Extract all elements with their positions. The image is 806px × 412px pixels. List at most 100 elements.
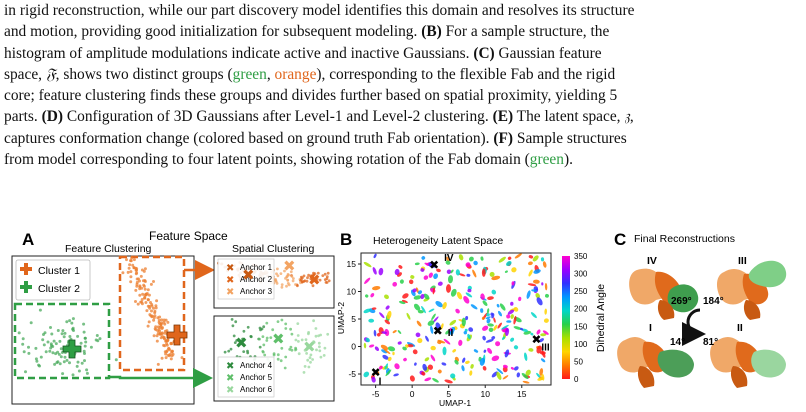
latent-point <box>421 305 426 314</box>
y-tick-label: 15 <box>347 259 357 269</box>
latent-point <box>487 296 494 300</box>
feature-point <box>27 351 31 355</box>
latent-point <box>483 349 487 353</box>
feature-point <box>142 269 146 273</box>
anchor-4-icon: ✖ <box>226 361 234 372</box>
latent-point <box>372 286 381 291</box>
spatial-point <box>313 279 317 283</box>
latent-point <box>513 366 519 371</box>
spatial-point <box>274 279 277 283</box>
feature-space-title: Feature Space <box>149 229 228 243</box>
feature-point <box>162 318 166 322</box>
latent-point <box>445 284 452 293</box>
spatial-point <box>296 322 300 325</box>
spatial-point <box>287 283 291 287</box>
latent-point <box>539 338 544 343</box>
latent-point <box>468 256 474 262</box>
latent-point <box>493 324 498 331</box>
latent-point <box>511 267 517 273</box>
feature-point <box>68 335 72 338</box>
spatial-point <box>318 349 322 353</box>
latent-point <box>510 301 514 306</box>
feature-point <box>98 337 102 341</box>
latent-point <box>412 288 417 293</box>
latent-point <box>427 320 435 326</box>
anchor-3-marker: ✖ <box>283 258 296 275</box>
latent-point <box>458 273 466 277</box>
spatial-point <box>318 278 322 282</box>
spatial-point <box>307 273 310 277</box>
feature-point <box>132 266 136 270</box>
feature-point <box>141 292 145 296</box>
latent-point <box>414 362 417 366</box>
latent-point <box>379 312 385 319</box>
latent-point <box>447 275 454 284</box>
anchor-5-icon: ✖ <box>226 373 234 384</box>
anchor-1-label: Anchor 1 <box>240 263 273 272</box>
latent-point <box>440 323 444 330</box>
latent-point <box>491 336 496 340</box>
feature-point <box>145 309 149 313</box>
spatial-point <box>308 356 312 360</box>
feature-point <box>50 332 54 336</box>
spatial-point <box>246 349 249 353</box>
feature-point <box>136 302 140 306</box>
figure-caption: in rigid reconstruction, while our part … <box>4 0 802 170</box>
feature-point <box>146 324 150 328</box>
feature-point <box>55 361 59 365</box>
spatial-point <box>290 275 294 278</box>
latent-point <box>378 365 383 370</box>
latent-point <box>380 344 389 351</box>
feature-point <box>68 319 72 323</box>
feature-point <box>62 360 66 364</box>
latent-point <box>465 292 473 298</box>
feature-point <box>156 329 160 333</box>
feature-point <box>160 332 164 336</box>
latent-point <box>399 279 404 284</box>
latent-point <box>510 337 515 342</box>
feature-point <box>160 318 164 322</box>
y-tick-label: 10 <box>347 287 357 297</box>
angle-184: 184° <box>703 296 724 307</box>
latent-point <box>479 357 486 366</box>
spatial-point <box>287 273 290 277</box>
latent-point <box>480 308 484 313</box>
spatial-point <box>326 271 330 275</box>
feature-point <box>82 330 86 334</box>
feature-point <box>155 339 159 343</box>
spatial-point <box>289 270 293 274</box>
spatial-point <box>290 348 294 352</box>
spatial-point <box>317 341 321 345</box>
latent-marker-label: II <box>448 328 454 339</box>
feature-point <box>143 287 147 291</box>
latent-point <box>518 296 522 302</box>
latent-point <box>446 256 449 262</box>
feature-point <box>139 274 143 278</box>
latent-point <box>458 339 463 346</box>
feature-point <box>83 359 86 363</box>
anchor-6-marker: ✖ <box>303 339 316 356</box>
spatial-point <box>258 345 262 349</box>
spatial-point <box>315 348 318 352</box>
spatial-point <box>234 320 238 324</box>
latent-point <box>491 275 501 281</box>
latent-point <box>544 283 548 291</box>
colorbar-tick-label: 250 <box>574 287 588 296</box>
latent-point <box>373 253 377 259</box>
spatial-point <box>307 365 311 369</box>
panel-label-a: A <box>22 230 34 249</box>
latent-marker: ✖ <box>371 365 381 379</box>
feature-point <box>35 359 39 363</box>
feature-point <box>95 334 99 337</box>
panel-b: B Heterogeneity Latent Space -5 0 5 10 15 -5 0… <box>336 230 607 408</box>
latent-point <box>403 357 407 362</box>
latent-point <box>528 255 534 259</box>
spatial-point <box>314 327 318 330</box>
x-tick-label: 10 <box>480 389 490 399</box>
latent-point <box>486 308 490 314</box>
latent-point <box>449 330 454 336</box>
latent-point <box>458 254 464 261</box>
feature-point <box>39 355 43 359</box>
feature-point <box>155 299 159 303</box>
